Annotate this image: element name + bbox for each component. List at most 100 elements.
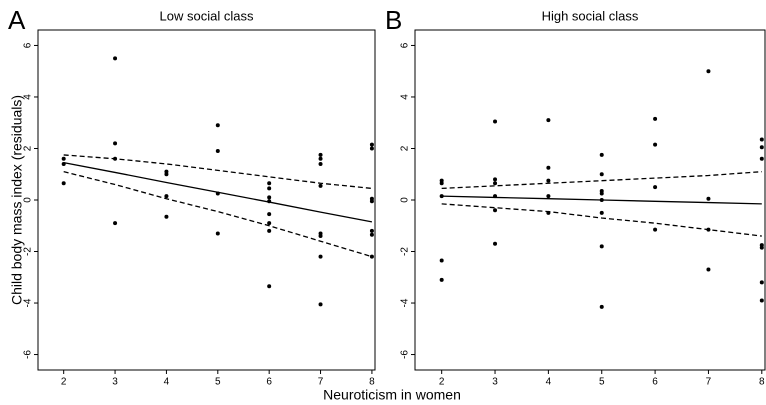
data-point: [493, 208, 498, 213]
data-point: [653, 116, 658, 121]
y-tick-label: 0: [400, 197, 411, 203]
panel-label: A: [8, 5, 26, 35]
confidence-line: [441, 203, 762, 237]
data-point: [164, 194, 169, 199]
data-point: [546, 178, 551, 183]
x-tick-label: 3: [492, 377, 498, 388]
data-point: [267, 181, 272, 186]
data-point: [164, 214, 169, 219]
y-tick-label: 4: [400, 94, 411, 100]
data-point: [267, 195, 272, 200]
x-tick-label: 2: [61, 377, 67, 388]
data-point: [369, 228, 374, 233]
x-axis-label: Neuroticism in women: [323, 387, 461, 403]
data-point: [599, 152, 604, 157]
x-tick-label: 8: [759, 377, 765, 388]
data-point: [653, 185, 658, 190]
y-tick-label: 6: [23, 42, 34, 48]
data-point: [318, 156, 323, 161]
y-tick-label: 0: [23, 197, 34, 203]
y-axis-label: Child body mass index (residuals): [9, 95, 25, 305]
data-point: [599, 191, 604, 196]
data-point: [493, 181, 498, 186]
x-tick-label: 5: [215, 377, 221, 388]
data-point: [706, 196, 711, 201]
y-tick-label: -2: [400, 247, 411, 256]
y-tick-label: -6: [23, 350, 34, 359]
y-tick-label: -4: [400, 298, 411, 307]
data-point: [318, 183, 323, 188]
x-tick-label: 5: [599, 377, 605, 388]
x-tick-label: 6: [652, 377, 658, 388]
data-point: [369, 232, 374, 237]
panel-label: B: [385, 5, 402, 35]
data-point: [267, 186, 272, 191]
data-point: [267, 228, 272, 233]
data-point: [267, 284, 272, 289]
data-point: [318, 161, 323, 166]
data-point: [759, 280, 764, 285]
data-point: [493, 241, 498, 246]
data-point: [369, 199, 374, 204]
data-point: [653, 227, 658, 232]
data-point: [493, 119, 498, 124]
y-tick-label: 4: [23, 94, 34, 100]
data-point: [493, 177, 498, 182]
data-point: [215, 231, 220, 236]
data-point: [546, 165, 551, 170]
data-point: [267, 212, 272, 217]
x-tick-label: 7: [318, 377, 324, 388]
data-point: [318, 254, 323, 259]
y-tick-label: -6: [400, 350, 411, 359]
data-point: [653, 142, 658, 147]
plot-frame: [37, 29, 376, 371]
data-point: [369, 146, 374, 151]
data-point: [113, 221, 118, 226]
data-point: [215, 123, 220, 128]
data-point: [599, 210, 604, 215]
x-tick-label: 3: [112, 377, 118, 388]
y-tick-label: -4: [23, 298, 34, 307]
data-point: [318, 234, 323, 239]
fit-line: [63, 162, 373, 223]
data-point: [546, 118, 551, 123]
data-point: [759, 298, 764, 303]
data-point: [439, 258, 444, 263]
chart-title: High social class: [542, 8, 639, 23]
confidence-line: [63, 154, 372, 190]
data-point: [759, 145, 764, 150]
x-tick-label: 6: [266, 377, 272, 388]
y-tick-label: 6: [400, 42, 411, 48]
data-point: [215, 149, 220, 154]
data-point: [599, 304, 604, 309]
data-point: [61, 181, 66, 186]
y-tick-label: 2: [23, 145, 34, 151]
x-tick-label: 7: [706, 377, 712, 388]
data-point: [267, 221, 272, 226]
y-tick-label: 2: [400, 145, 411, 151]
data-point: [164, 172, 169, 177]
data-point: [113, 56, 118, 61]
x-tick-label: 4: [164, 377, 170, 388]
confidence-line: [441, 171, 762, 190]
data-point: [706, 69, 711, 74]
fit-line: [441, 195, 762, 205]
data-point: [759, 156, 764, 161]
data-point: [318, 152, 323, 157]
data-point: [318, 302, 323, 307]
data-point: [599, 172, 604, 177]
data-point: [369, 142, 374, 147]
x-tick-label: 8: [369, 377, 375, 388]
x-tick-label: 2: [439, 377, 445, 388]
data-point: [61, 156, 66, 161]
confidence-line: [63, 171, 373, 258]
y-tick-label: -2: [23, 247, 34, 256]
data-point: [759, 137, 764, 142]
chart-title: Low social class: [160, 8, 254, 23]
x-tick-label: 4: [546, 377, 552, 388]
data-point: [706, 267, 711, 272]
data-point: [759, 245, 764, 250]
data-point: [369, 254, 374, 259]
